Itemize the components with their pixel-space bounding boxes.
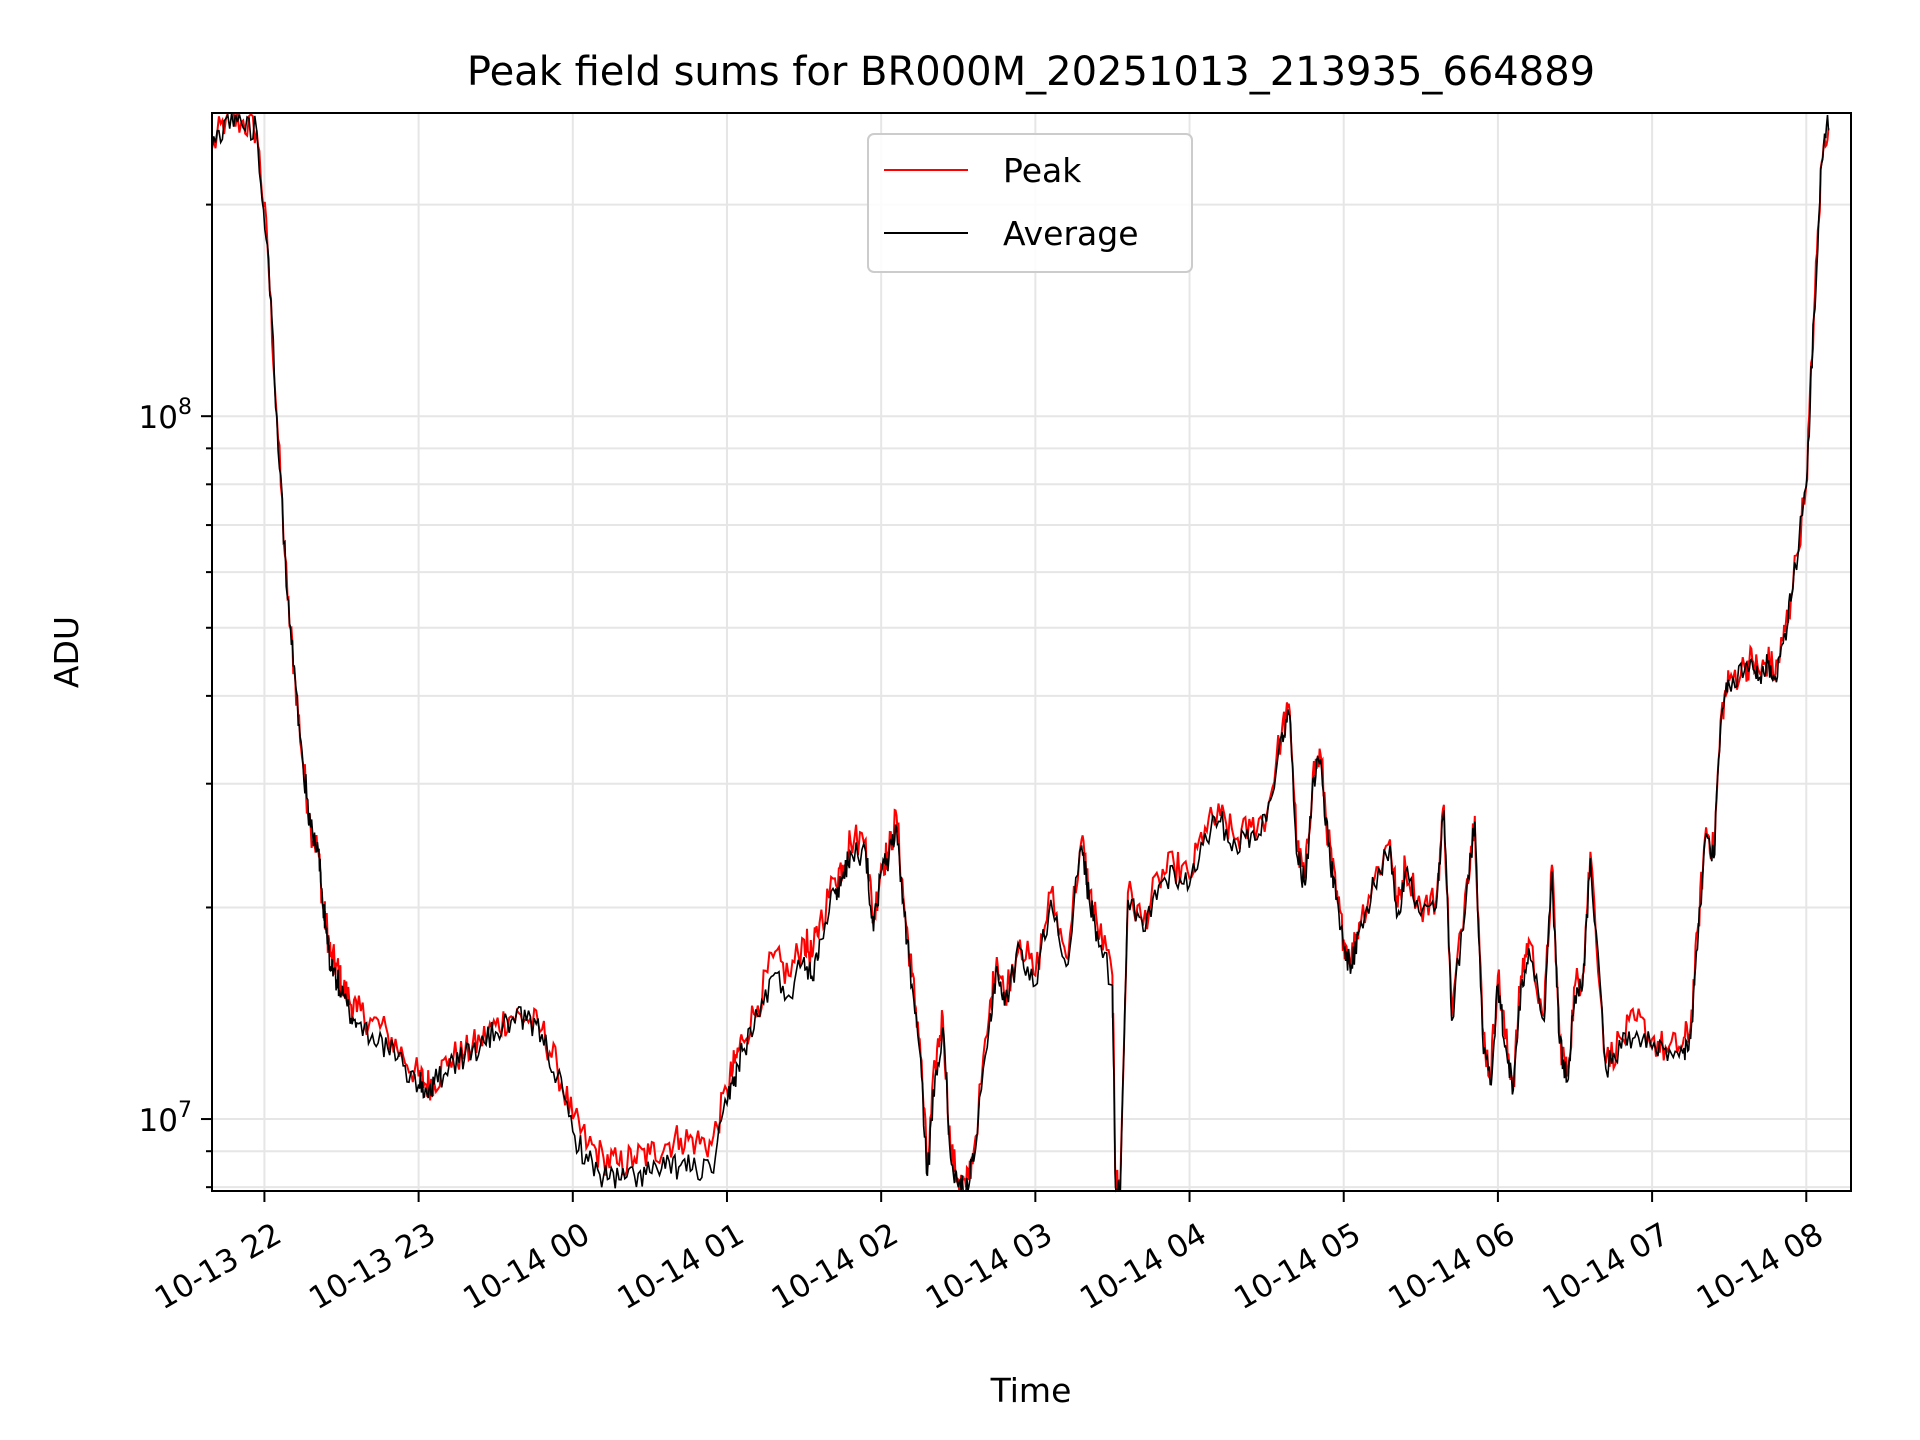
y-tick-exponent: 7 [178, 1098, 192, 1123]
legend-label-peak: Peak [1003, 151, 1082, 190]
y-tick-label: 107 [139, 1098, 192, 1139]
series-line-average [211, 112, 1830, 1193]
y-tick-base: 10 [139, 400, 178, 436]
legend: Peak Average [867, 133, 1193, 273]
y-tick-base: 10 [139, 1103, 178, 1139]
y-tick-label: 108 [139, 395, 192, 436]
grid [212, 113, 1851, 1191]
y-tick-exponent: 8 [178, 395, 192, 420]
y-axis-label: ADU [47, 616, 86, 688]
x-axis-label: Time [990, 1371, 1072, 1410]
chart-title: Peak field sums for BR000M_20251013_2139… [467, 49, 1595, 95]
legend-box [867, 133, 1193, 273]
series-lines [211, 112, 1830, 1193]
legend-label-average: Average [1003, 214, 1139, 253]
plot-frame [211, 112, 1852, 1192]
